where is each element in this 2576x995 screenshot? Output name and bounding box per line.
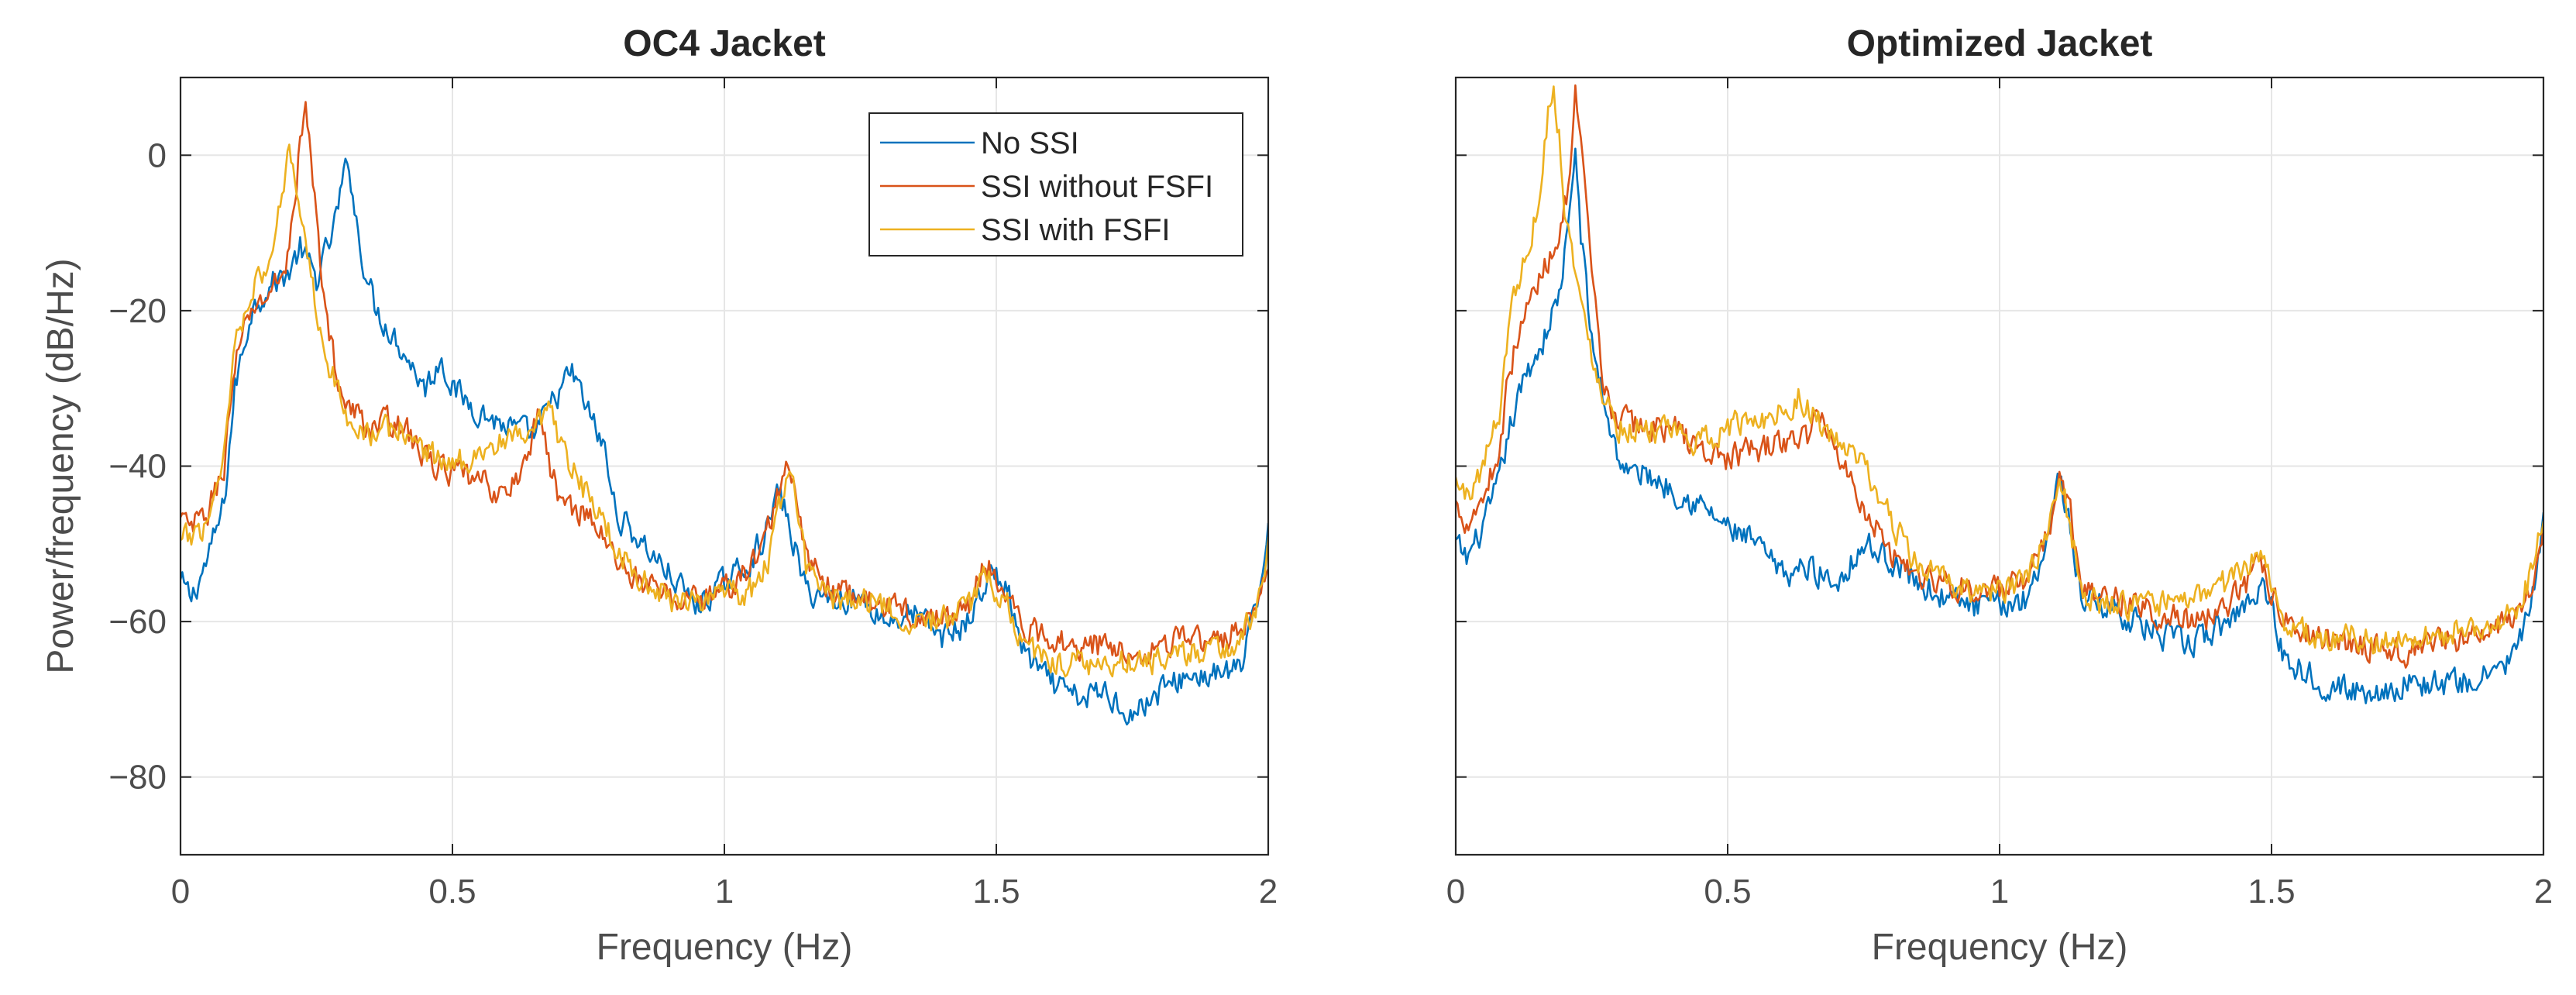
x-tick-label: 1 (715, 873, 734, 911)
legend-label: SSI without FSFI (981, 170, 1213, 204)
x-tick-label: 2 (2534, 873, 2553, 911)
y-tick-label: −60 (108, 603, 167, 641)
chart-1: 0 0.5 1 1.5 2 0 −20 −40 −60 −80 OC4 Jacket Frequenc… (40, 23, 1278, 968)
series-line-1 (181, 157, 1268, 726)
x-tick-label: 1.5 (2248, 873, 2295, 911)
y-tick-label: 0 (148, 136, 167, 174)
chart-title: Optimized Jacket (1847, 23, 2153, 64)
legend-label: No SSI (981, 126, 1079, 160)
series-group (1456, 84, 2543, 704)
chart-title: OC4 Jacket (623, 23, 826, 64)
series-line-1 (1456, 147, 2543, 704)
x-tick-label: 0.5 (428, 873, 476, 911)
legend-box (868, 112, 1243, 256)
x-tick-label: 0 (1446, 873, 1465, 911)
x-tick-label: 1.5 (972, 873, 1020, 911)
y-axis-label: Power/frequency (dB/Hz) (40, 258, 81, 673)
x-tick-label: 2 (1259, 873, 1278, 911)
y-tick-label: −80 (108, 759, 167, 797)
x-tick-label: 1 (1990, 873, 2009, 911)
series-line-3 (1456, 85, 2543, 655)
series-group (181, 101, 1268, 726)
x-axis-label: Frequency (Hz) (1872, 927, 2128, 968)
x-axis-label: Frequency (Hz) (597, 927, 853, 968)
series-line-3 (181, 143, 1268, 678)
chart-2: 0 0.5 1 1.5 2 Optimized Jacket Frequency (Hz) (1446, 23, 2553, 968)
y-tick-label: −20 (108, 292, 167, 330)
legend: No SSI SSI without FSFI SSI with FSFI (868, 112, 1243, 256)
y-tick-label: −40 (108, 448, 167, 486)
series-line-2 (181, 101, 1268, 665)
x-tick-label: 0.5 (1704, 873, 1751, 911)
x-tick-label: 0 (171, 873, 190, 911)
legend-label: SSI with FSFI (981, 213, 1171, 247)
